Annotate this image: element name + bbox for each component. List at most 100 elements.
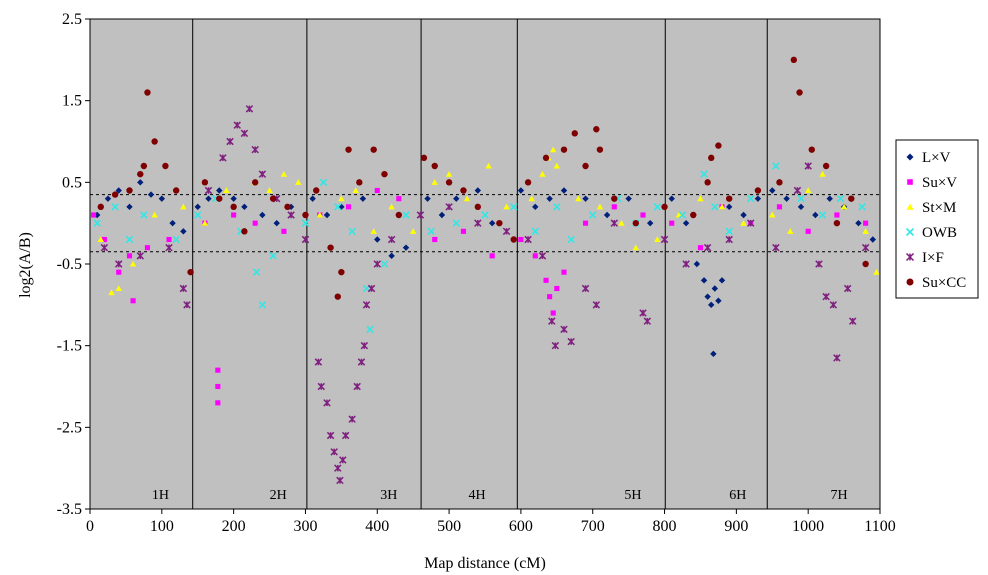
data-point [216, 195, 223, 202]
data-point [793, 186, 802, 195]
data-point [588, 211, 597, 219]
data-point [345, 146, 352, 153]
data-point [532, 253, 538, 259]
data-point [251, 145, 259, 154]
data-point [338, 268, 345, 276]
data-point [592, 301, 601, 309]
data-point [431, 179, 438, 185]
data-point [567, 337, 575, 346]
data-point [503, 203, 510, 210]
data-point [330, 448, 338, 456]
data-point [582, 220, 589, 226]
data-point [388, 252, 395, 260]
legend-marker [907, 179, 913, 185]
data-point [201, 179, 209, 186]
data-point [804, 187, 812, 194]
data-point [356, 179, 363, 186]
data-point [281, 228, 287, 234]
data-point [836, 194, 845, 203]
data-point [654, 236, 661, 243]
data-point [697, 195, 704, 202]
data-point [352, 187, 359, 194]
data-point [542, 154, 550, 162]
data-point [402, 244, 410, 251]
data-point [269, 195, 277, 202]
data-point [295, 179, 302, 185]
data-point [611, 195, 618, 202]
data-point [287, 211, 295, 219]
x-tick-label: 600 [509, 518, 533, 535]
data-point [100, 243, 109, 252]
data-point [550, 310, 556, 316]
data-point [97, 236, 104, 243]
data-point [829, 301, 838, 309]
legend-marker [905, 227, 915, 237]
data-point [496, 219, 503, 227]
data-point [632, 244, 640, 251]
data-point [345, 204, 352, 210]
data-point [374, 236, 381, 243]
data-point [259, 211, 266, 219]
data-point [754, 195, 762, 202]
data-point [180, 203, 187, 210]
data-point [547, 294, 553, 300]
data-point [144, 245, 151, 251]
x-tick-label: 100 [150, 518, 174, 535]
data-point [126, 203, 133, 211]
data-point [653, 203, 662, 211]
data-point [427, 227, 435, 236]
data-point [366, 325, 374, 334]
data-point [241, 228, 248, 235]
data-point [485, 162, 492, 169]
data-point [697, 245, 704, 251]
data-point [309, 195, 316, 202]
data-point [690, 211, 697, 219]
data-point [796, 89, 803, 96]
data-point [488, 219, 496, 227]
chromosome-label: 1H [152, 488, 169, 503]
data-point [790, 56, 798, 64]
chromosome-label: 7H [831, 488, 848, 503]
data-point [126, 253, 133, 259]
data-point [114, 260, 123, 268]
data-point [548, 317, 556, 325]
data-point [323, 399, 331, 407]
data-point [560, 325, 568, 334]
data-point [172, 187, 180, 194]
data-point [370, 146, 377, 153]
data-point [338, 195, 345, 202]
data-point [718, 277, 726, 284]
data-point [301, 235, 310, 244]
data-point [327, 244, 334, 251]
data-point [661, 203, 668, 211]
data-point [280, 170, 288, 177]
data-point [715, 297, 722, 304]
series-4 [100, 105, 870, 485]
data-point [301, 219, 310, 227]
data-point [772, 162, 780, 170]
data-point [438, 211, 446, 219]
data-point [818, 211, 827, 219]
data-point [101, 236, 107, 243]
data-point [715, 142, 722, 149]
data-point [162, 162, 169, 170]
data-point [517, 187, 525, 194]
data-point [252, 220, 258, 226]
data-point [165, 243, 173, 252]
data-point [693, 260, 701, 268]
data-point [245, 105, 254, 113]
y-axis-label: log2(A/B) [17, 232, 34, 298]
data-point [797, 194, 805, 203]
data-point [553, 162, 561, 169]
chromosome-label: 4H [469, 488, 486, 503]
legend-label: Su×V [922, 175, 957, 191]
data-point [524, 179, 532, 186]
data-point [524, 235, 532, 244]
chromosome-label: 6H [729, 488, 746, 503]
data-point [625, 195, 632, 202]
data-point [230, 203, 237, 211]
y-tick-label: 1.5 [62, 93, 82, 110]
data-point [334, 203, 342, 211]
legend-label: I×F [922, 250, 944, 266]
x-tick-label: 500 [437, 518, 461, 535]
